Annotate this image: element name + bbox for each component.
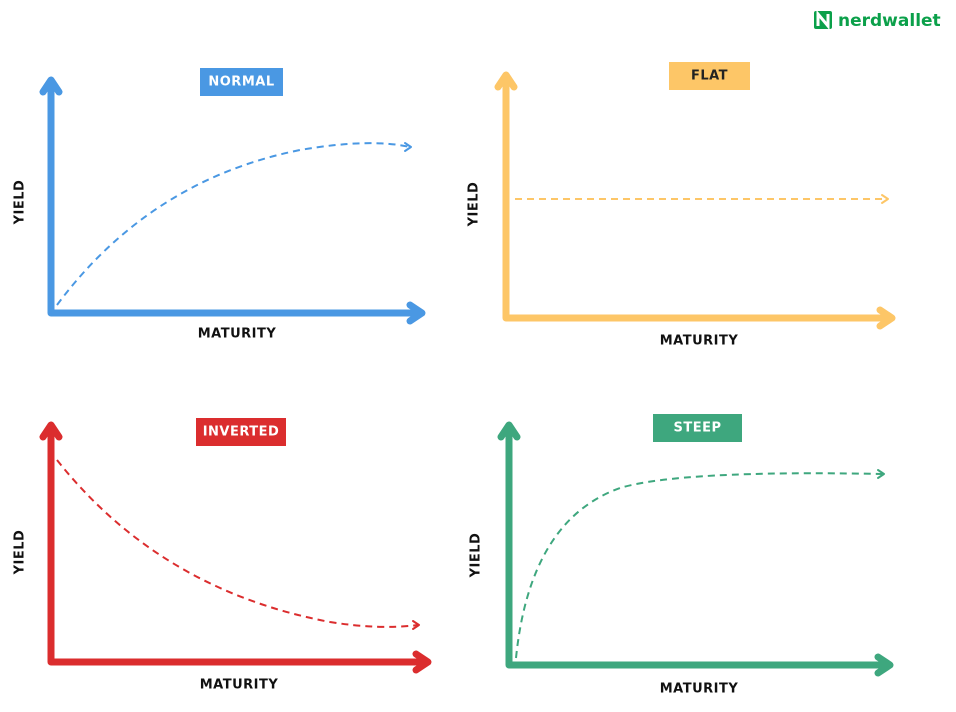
panel-title: FLAT [691,69,728,84]
x-arrow [876,306,896,330]
curve-arrow [877,469,885,479]
curve [56,142,411,306]
title-box [653,414,742,442]
title-box [669,62,750,90]
x-arrow [406,301,426,325]
curve [515,472,883,659]
x-label: MATURITY [660,682,739,697]
curve-arrow [412,620,420,630]
y-arrow [494,71,518,91]
panel-normal [39,76,426,325]
x-arrow [412,650,432,674]
panel-inverted [39,421,432,674]
panel-title: STEEP [673,421,721,436]
x-arrow [874,653,894,677]
axes [47,423,430,666]
curve-arrow [881,194,889,204]
logo-text: nerdwallet [838,11,941,31]
axes [47,78,424,317]
x-label: MATURITY [198,327,277,342]
x-label: MATURITY [200,678,279,693]
panel-title: INVERTED [203,425,280,440]
curve-arrow [404,142,412,152]
curve [56,459,419,628]
title-box [196,418,286,446]
x-label: MATURITY [660,334,739,349]
panel-steep [497,421,894,677]
axes [502,73,894,322]
y-label: YIELD [467,182,482,228]
y-arrow [497,421,521,441]
logo: nerdwallet [814,9,941,31]
y-label: YIELD [13,530,28,576]
axes [505,423,892,669]
y-label: YIELD [13,180,28,226]
title-box [200,68,283,96]
panel-title: NORMAL [208,75,274,90]
panel-flat [494,71,896,330]
y-arrow [39,421,63,441]
y-arrow [39,76,63,96]
logo-icon-mark [816,9,830,31]
y-label: YIELD [469,533,484,579]
